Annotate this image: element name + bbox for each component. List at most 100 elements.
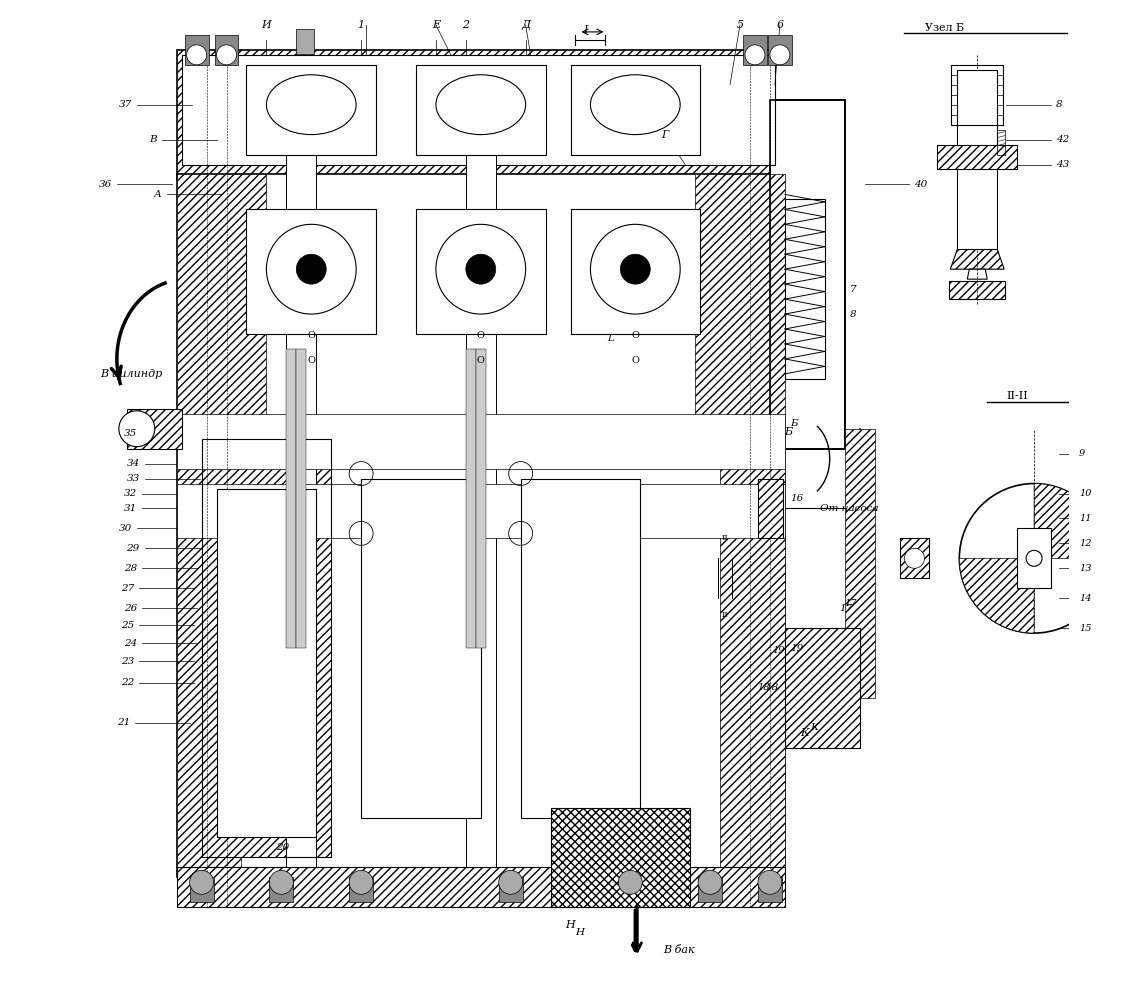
Bar: [952, 65, 1003, 125]
Bar: [770, 100, 844, 449]
Text: 17: 17: [844, 598, 857, 608]
Text: 9: 9: [1079, 449, 1085, 459]
Bar: [768, 35, 792, 65]
Bar: [217, 489, 316, 837]
Text: Н: Н: [566, 920, 575, 930]
Bar: [466, 349, 476, 648]
Text: От насоса: От насоса: [819, 503, 879, 513]
Text: 16: 16: [790, 494, 803, 503]
Bar: [202, 439, 331, 857]
Text: 43: 43: [1057, 160, 1069, 169]
Text: К: К: [810, 723, 818, 733]
Bar: [720, 419, 785, 877]
Bar: [785, 628, 859, 748]
Text: O: O: [307, 356, 315, 366]
Text: В: В: [149, 135, 156, 145]
Bar: [957, 70, 997, 249]
Bar: [177, 179, 242, 877]
Bar: [570, 209, 701, 334]
Circle shape: [349, 870, 373, 894]
Circle shape: [217, 45, 236, 65]
Text: 13: 13: [1079, 563, 1092, 573]
Text: 42: 42: [1057, 135, 1069, 145]
Text: 23: 23: [121, 656, 133, 666]
Text: 28: 28: [123, 563, 137, 573]
Text: 32: 32: [123, 489, 137, 498]
Text: O: O: [477, 356, 485, 366]
Text: II-II: II-II: [1006, 391, 1028, 401]
Bar: [416, 209, 545, 334]
Bar: [416, 65, 545, 155]
Text: Узел Б: Узел Б: [925, 23, 964, 33]
Bar: [215, 35, 238, 65]
Circle shape: [618, 870, 642, 894]
Circle shape: [770, 45, 790, 65]
Text: 37: 37: [119, 100, 132, 110]
Bar: [177, 867, 785, 907]
Bar: [177, 419, 785, 877]
Text: 15: 15: [1079, 623, 1092, 633]
Circle shape: [119, 411, 155, 447]
Bar: [520, 479, 640, 818]
Bar: [758, 479, 783, 538]
Text: 19: 19: [772, 645, 785, 655]
Text: 25: 25: [121, 620, 133, 630]
Bar: [695, 174, 785, 419]
Text: 20: 20: [276, 842, 290, 852]
Bar: [785, 199, 825, 379]
Text: 19: 19: [790, 643, 803, 653]
Circle shape: [269, 870, 293, 894]
Text: O: O: [631, 331, 639, 341]
Bar: [349, 877, 373, 902]
Bar: [499, 877, 523, 902]
Bar: [127, 409, 181, 449]
Bar: [177, 414, 785, 469]
Circle shape: [297, 254, 326, 284]
Text: Б: Б: [784, 427, 792, 437]
Text: 18: 18: [764, 683, 778, 693]
Text: II: II: [721, 534, 728, 542]
Text: 14: 14: [1079, 593, 1092, 603]
Text: И: И: [261, 20, 272, 30]
Text: 33: 33: [127, 474, 140, 484]
Text: 8: 8: [1057, 100, 1062, 110]
Text: 27: 27: [121, 583, 133, 593]
Text: 6: 6: [776, 20, 784, 30]
Bar: [770, 100, 844, 449]
Circle shape: [189, 870, 213, 894]
Bar: [362, 479, 480, 818]
Text: 36: 36: [98, 179, 112, 189]
Text: O: O: [631, 356, 639, 366]
Text: 7: 7: [850, 284, 856, 294]
Bar: [938, 145, 1017, 169]
Text: 22: 22: [121, 678, 133, 688]
Text: 34: 34: [127, 459, 140, 469]
Text: L: L: [607, 334, 614, 344]
Bar: [618, 877, 642, 902]
Bar: [899, 538, 930, 578]
Text: 1: 1: [357, 20, 365, 30]
Polygon shape: [950, 249, 1004, 269]
Bar: [269, 877, 293, 902]
Polygon shape: [960, 558, 1034, 633]
Text: Д: Д: [521, 20, 531, 30]
Text: 10: 10: [1079, 489, 1092, 498]
Text: 5: 5: [736, 20, 744, 30]
Circle shape: [621, 254, 650, 284]
Circle shape: [745, 45, 764, 65]
Text: Н: Н: [575, 927, 584, 937]
Text: 40: 40: [914, 179, 928, 189]
Text: В цилиндр: В цилиндр: [100, 369, 162, 379]
Bar: [202, 439, 331, 857]
Bar: [476, 349, 486, 648]
Circle shape: [1026, 550, 1042, 566]
Bar: [189, 877, 213, 902]
Text: 8: 8: [850, 309, 856, 319]
Bar: [997, 130, 1005, 155]
Bar: [743, 35, 767, 65]
Text: 29: 29: [127, 543, 140, 553]
Circle shape: [466, 254, 495, 284]
Bar: [177, 484, 785, 538]
Polygon shape: [968, 269, 987, 279]
Bar: [844, 429, 875, 698]
